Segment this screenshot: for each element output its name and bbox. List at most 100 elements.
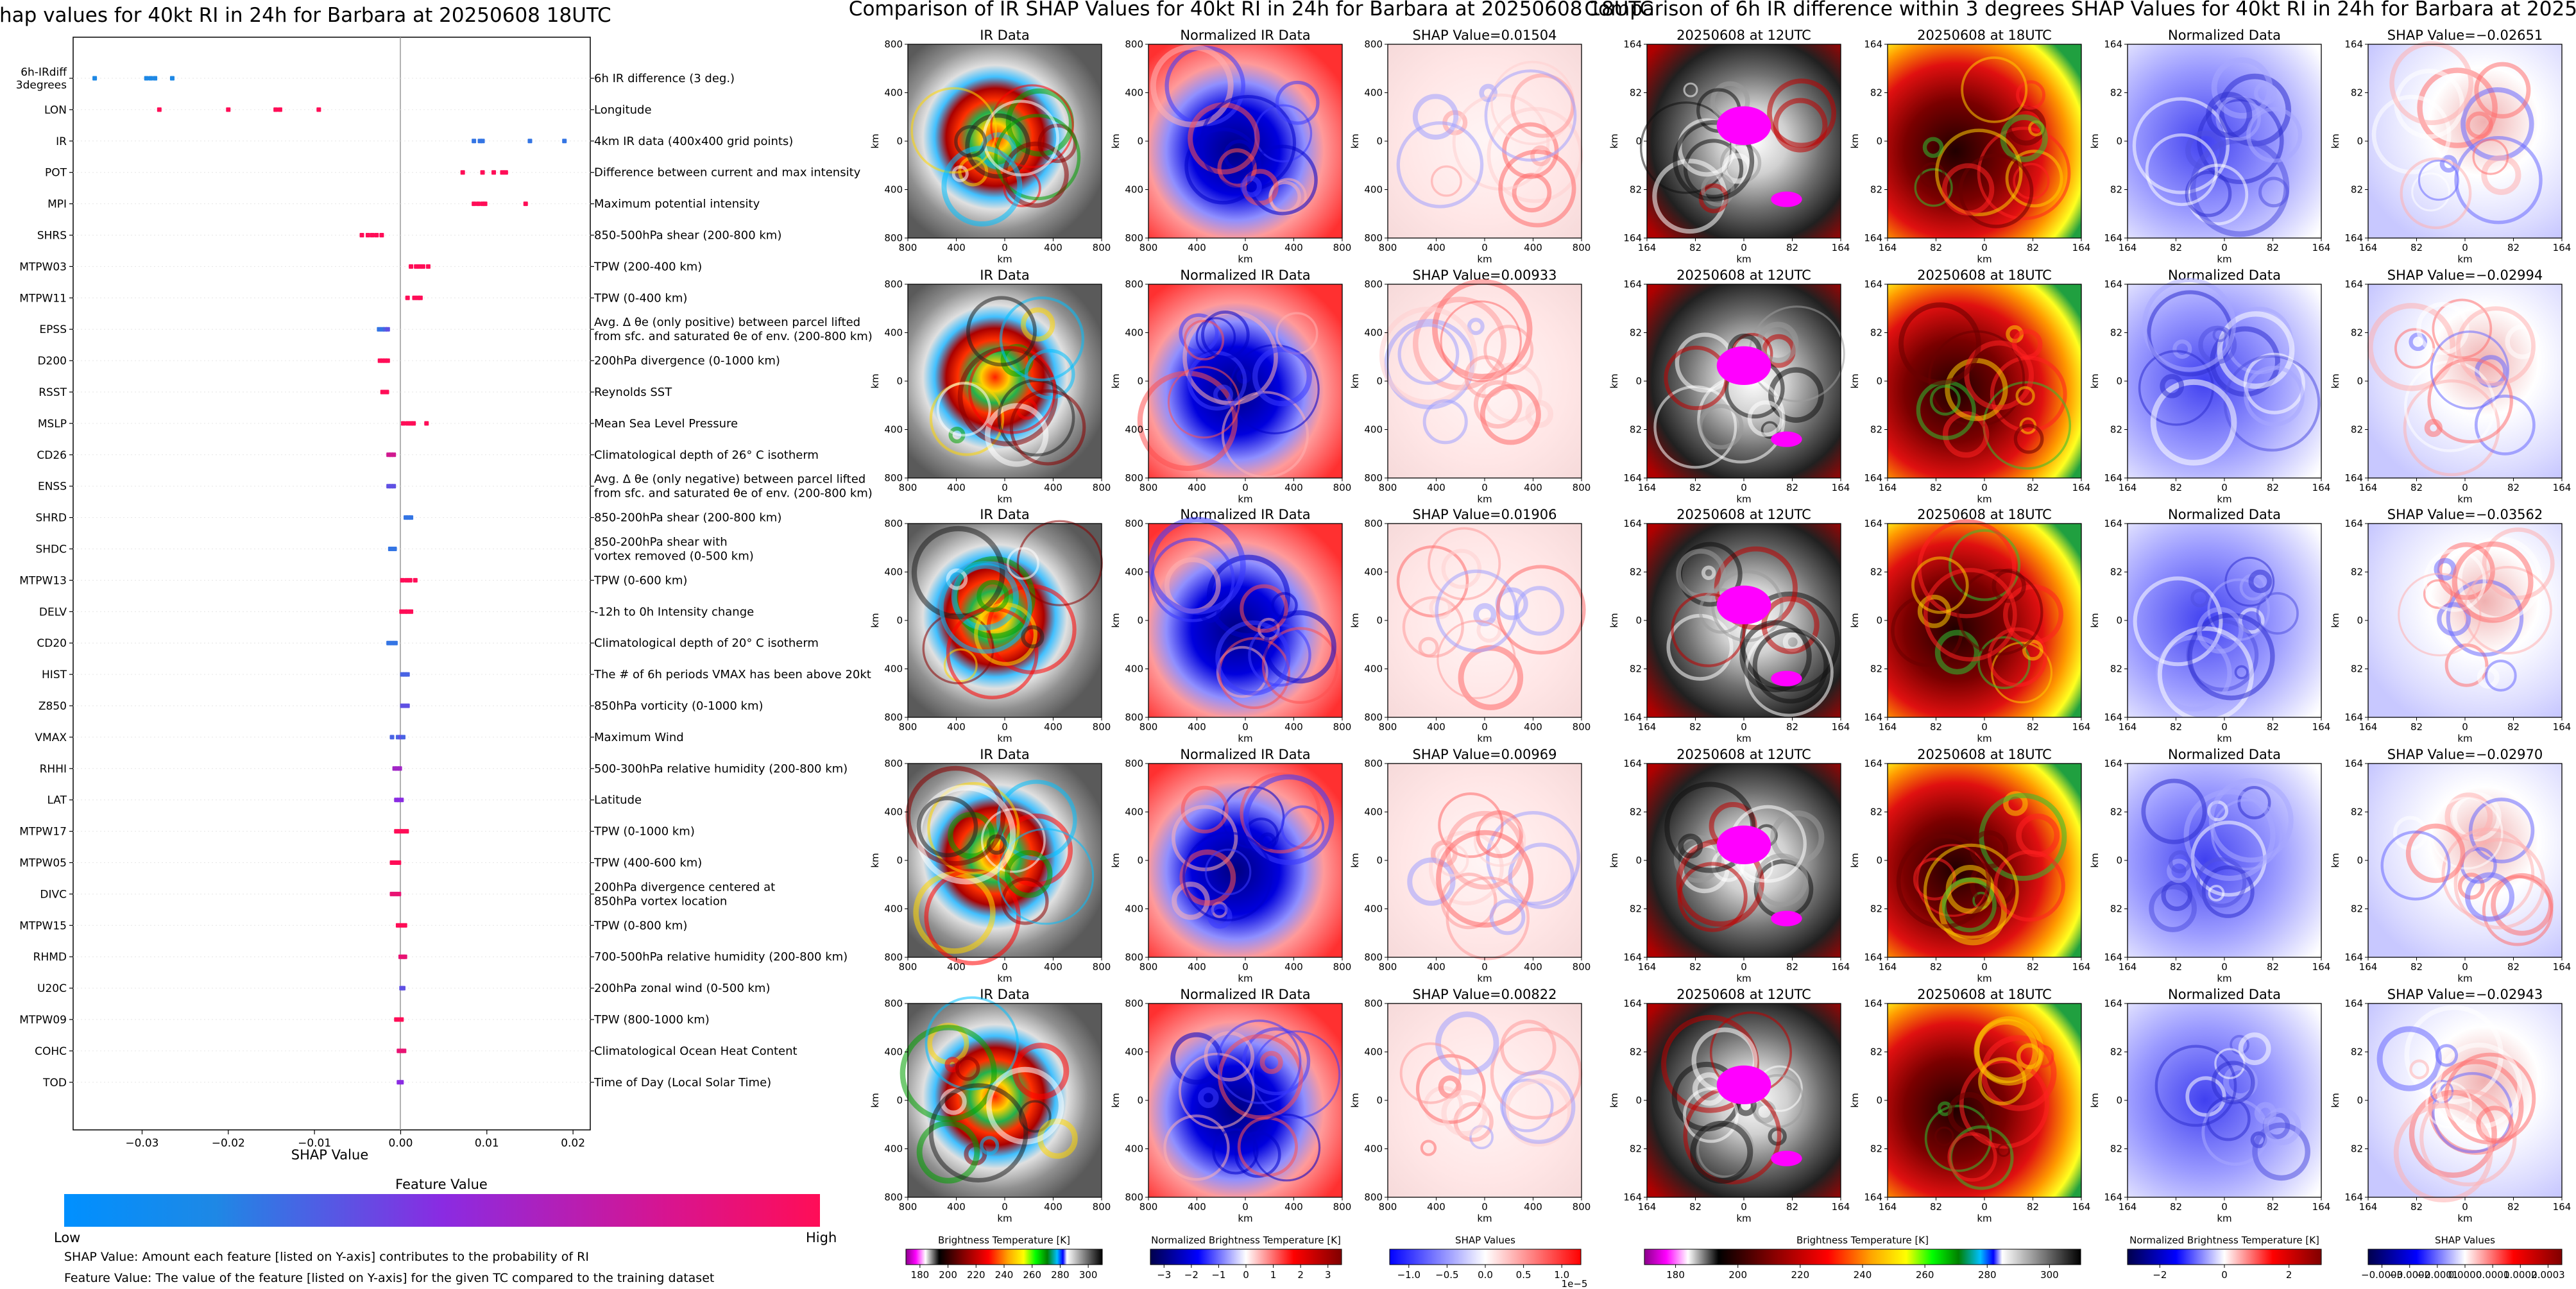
image-texture — [951, 563, 1019, 631]
image-texture — [1259, 832, 1277, 850]
image-texture — [1402, 596, 1464, 658]
y-tick-label: 400 — [1364, 567, 1383, 578]
shap-point — [420, 264, 425, 269]
shap-point — [411, 421, 416, 426]
subplot-title: SHAP Value=0.01906 — [1413, 507, 1557, 522]
x-tick-label: 164 — [2312, 482, 2331, 493]
x-tick-label: 400 — [1188, 721, 1206, 733]
diff-image-grid: 20250608 at 12UTC 164 82 0 82 164 km 164 82 0 82 16… — [1608, 28, 2571, 1224]
y-tick-label: 0 — [896, 855, 903, 866]
image-texture — [1281, 805, 1325, 849]
subplot-title: Normalized IR Data — [1180, 987, 1310, 1002]
image-texture — [1252, 346, 1312, 407]
shap-point — [277, 107, 282, 112]
image-texture — [2403, 379, 2500, 477]
image-texture — [1438, 792, 1504, 858]
x-axis-label: km — [1238, 1213, 1252, 1224]
x-axis-label: km — [2457, 493, 2472, 505]
x-tick-label: 400 — [1524, 721, 1542, 733]
image-texture — [2142, 278, 2237, 372]
x-tick-label: 0 — [1741, 482, 1747, 493]
image-texture — [1958, 153, 2034, 228]
image-texture — [2481, 155, 2521, 195]
image-texture — [1412, 94, 1459, 140]
image-texture — [2482, 527, 2555, 601]
y-tick-label: 400 — [884, 807, 903, 818]
image-texture — [1473, 602, 1497, 627]
shap-point — [412, 295, 417, 300]
x-tick-label: 82 — [2410, 721, 2423, 733]
x-tick-label: 400 — [1524, 242, 1542, 253]
shap-point — [399, 609, 404, 614]
colorbar-tick-label: 1.0 — [1554, 1269, 1569, 1281]
shap-point — [399, 798, 404, 803]
shap-point — [399, 1017, 404, 1022]
y-axis-label: km — [1849, 373, 1861, 388]
y-tick-label: 800 — [1364, 712, 1383, 723]
shap-point — [397, 860, 402, 865]
feature-name-label: IR — [56, 135, 67, 148]
x-tick-label: 800 — [1093, 1201, 1111, 1213]
image-texture — [1964, 340, 2034, 411]
x-tick-label: 400 — [1524, 961, 1542, 973]
image-texture — [2132, 97, 2230, 194]
shap-point — [472, 139, 477, 144]
image-texture — [2196, 607, 2244, 654]
image-texture — [2424, 418, 2443, 438]
colorbar-title: Normalized Brightness Temperature [K] — [1151, 1234, 1341, 1246]
x-tick-label: 800 — [899, 1201, 917, 1213]
cold-core-region — [1771, 670, 1802, 687]
feature-name-label: RSST — [38, 386, 67, 399]
x-axis-label: km — [1977, 493, 1992, 505]
x-tick-label: 400 — [1284, 961, 1303, 973]
x-tick-label: 82 — [1786, 961, 1798, 973]
image-texture — [1929, 384, 1961, 416]
shap-point — [397, 829, 402, 834]
image-texture — [997, 828, 1095, 925]
x-tick-label: 82 — [1930, 1201, 1942, 1213]
x-tick-label: 82 — [1786, 721, 1798, 733]
x-tick-label: 0 — [1242, 482, 1249, 493]
x-tick-label: 82 — [1930, 961, 1942, 973]
y-tick-label: 0 — [1635, 1095, 1642, 1106]
feature-description-label: 4km IR data (400x400 grid points) — [594, 135, 793, 148]
y-axis-label: km — [2330, 853, 2341, 867]
y-axis-label: km — [2089, 853, 2101, 867]
y-tick-label: 800 — [1125, 998, 1143, 1009]
image-texture — [2505, 324, 2540, 359]
y-axis-label: km — [1349, 853, 1361, 867]
y-tick-label: 82 — [2351, 424, 2363, 436]
shap-point — [425, 264, 431, 269]
y-tick-label: 82 — [2110, 184, 2122, 196]
y-tick-label: 800 — [1364, 952, 1383, 963]
image-texture — [1415, 1054, 1486, 1124]
y-axis-label: km — [2330, 133, 2341, 148]
feature-description-label: -12h to 0h Intensity change — [594, 605, 754, 619]
image-texture — [1922, 137, 1944, 158]
y-axis-label: km — [2330, 613, 2341, 627]
y-tick-label: 0 — [1376, 135, 1383, 147]
x-tick-label: 164 — [1879, 482, 1897, 493]
feature-description-label: 850-200hPa shear with vortex removed (0-5… — [594, 536, 754, 563]
image-texture — [1490, 1027, 1583, 1120]
x-tick-label: 0 — [2462, 961, 2468, 973]
bottom-colorbars: Brightness Temperature [K]180 200 220 240 26… — [905, 1234, 2565, 1289]
y-tick-label: 800 — [1364, 518, 1383, 529]
image-texture — [1148, 516, 1246, 615]
y-axis-label: km — [869, 133, 881, 148]
x-tick-label: 82 — [2507, 721, 2520, 733]
x-tick-label: 82 — [2267, 1201, 2279, 1213]
y-tick-label: 800 — [884, 758, 903, 769]
image-texture — [1437, 620, 1516, 699]
image-texture — [1215, 620, 1291, 696]
y-tick-label: 164 — [1864, 1191, 1882, 1203]
image-texture — [1005, 88, 1074, 157]
image-texture — [2455, 306, 2536, 386]
subplot-title: Normalized Data — [2168, 507, 2281, 522]
x-tick-label: 164 — [2072, 1201, 2091, 1213]
y-tick-label: 164 — [1864, 758, 1882, 769]
y-tick-label: 400 — [884, 184, 903, 196]
feature-name-label: MTPW15 — [19, 919, 67, 932]
colorbar-title: Brightness Temperature [K] — [1796, 1234, 1929, 1246]
x-tick-label: 800 — [899, 721, 917, 733]
